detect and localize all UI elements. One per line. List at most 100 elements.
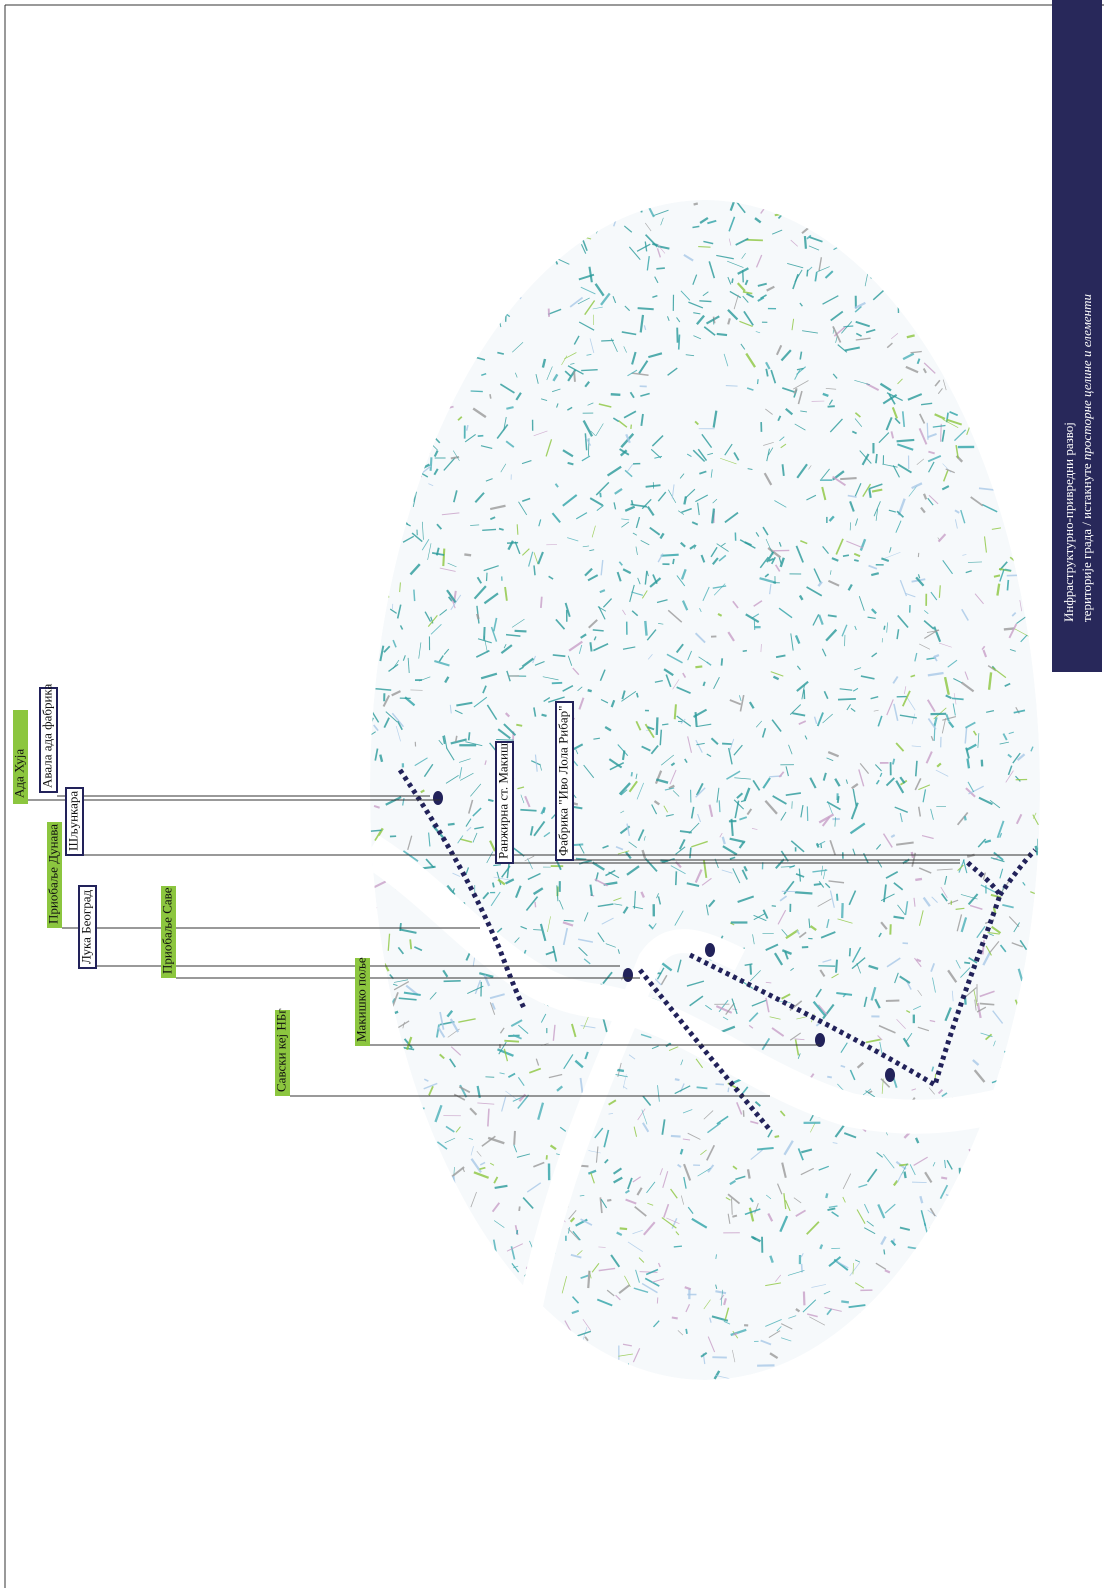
texture-stroke	[407, 378, 412, 390]
texture-stroke	[816, 266, 830, 273]
texture-stroke	[715, 1083, 724, 1086]
texture-stroke	[854, 1259, 860, 1263]
texture-stroke	[822, 713, 833, 724]
texture-stroke	[455, 1126, 461, 1133]
texture-stroke	[891, 758, 896, 765]
texture-stroke	[1018, 1095, 1022, 1102]
texture-stroke	[649, 526, 661, 536]
texture-stroke	[402, 429, 408, 443]
texture-stroke	[434, 659, 450, 667]
texture-stroke	[570, 1253, 582, 1259]
texture-stroke	[500, 463, 507, 473]
texture-stroke	[899, 579, 908, 597]
texture-stroke	[707, 1122, 722, 1134]
texture-stroke	[427, 614, 438, 627]
texture-stroke	[672, 679, 680, 690]
texture-stroke	[964, 1232, 977, 1248]
texture-stroke	[483, 204, 499, 209]
texture-stroke	[674, 1085, 691, 1095]
texture-stroke	[763, 472, 773, 486]
texture-stroke	[633, 1126, 638, 1137]
texture-stroke	[875, 453, 878, 464]
texture-stroke	[379, 754, 384, 763]
texture-stroke	[832, 325, 842, 343]
texture-stroke	[996, 583, 1001, 596]
texture-stroke	[771, 229, 783, 235]
texture-stroke	[373, 411, 380, 417]
texture-stroke	[939, 1371, 944, 1378]
texture-stroke	[682, 1138, 691, 1141]
texture-stroke	[606, 465, 622, 477]
texture-stroke	[818, 813, 835, 824]
texture-stroke	[969, 243, 979, 252]
texture-stroke	[680, 290, 691, 301]
texture-stroke	[632, 906, 644, 910]
texture-stroke	[971, 363, 975, 370]
texture-stroke	[651, 923, 657, 930]
texture-stroke	[1019, 1006, 1026, 1019]
texture-stroke	[852, 848, 856, 856]
texture-stroke	[911, 241, 918, 249]
texture-stroke	[1013, 227, 1022, 234]
texture-stroke	[433, 450, 439, 457]
texture-stroke	[955, 1327, 970, 1332]
texture-stroke	[577, 215, 584, 226]
texture-stroke	[927, 1357, 932, 1370]
texture-stroke	[947, 1215, 962, 1220]
texture-stroke	[849, 1069, 856, 1081]
texture-stroke	[575, 512, 588, 520]
texture-stroke	[599, 1197, 603, 1214]
texture-stroke	[379, 466, 385, 479]
texture-stroke	[868, 483, 883, 490]
texture-stroke	[694, 420, 699, 426]
texture-stroke	[913, 897, 916, 907]
texture-stroke	[379, 1190, 391, 1199]
texture-stroke	[604, 726, 612, 732]
texture-stroke	[828, 1205, 838, 1209]
texture-stroke	[800, 410, 808, 413]
texture-stroke	[712, 498, 718, 504]
texture-stroke	[922, 280, 929, 285]
texture-stroke	[885, 416, 893, 431]
texture-stroke	[672, 558, 675, 565]
texture-stroke	[822, 959, 832, 963]
texture-stroke	[447, 596, 453, 602]
texture-stroke	[556, 1085, 564, 1092]
texture-stroke	[660, 974, 668, 986]
texture-stroke	[942, 470, 949, 482]
texture-stroke	[764, 799, 778, 815]
texture-stroke	[894, 1317, 906, 1332]
texture-stroke	[408, 1147, 422, 1151]
texture-stroke	[914, 778, 922, 791]
texture-stroke	[496, 423, 509, 439]
texture-stroke	[800, 1253, 804, 1258]
texture-stroke	[752, 779, 761, 791]
texture-stroke	[539, 763, 542, 771]
texture-stroke	[571, 1309, 580, 1315]
texture-stroke	[1024, 1216, 1034, 1232]
texture-stroke	[806, 1313, 818, 1318]
texture-stroke	[402, 850, 419, 862]
texture-stroke	[503, 643, 507, 649]
texture-stroke	[716, 254, 734, 260]
texture-stroke	[496, 738, 514, 741]
texture-stroke	[668, 784, 675, 790]
texture-stroke	[426, 210, 432, 215]
texture-stroke	[476, 613, 480, 620]
texture-stroke	[401, 227, 405, 238]
texture-stroke	[474, 492, 485, 504]
texture-stroke	[884, 1203, 896, 1214]
texture-stroke	[570, 1023, 577, 1038]
texture-stroke	[648, 352, 663, 359]
texture-stroke	[859, 1312, 873, 1320]
texture-stroke	[403, 482, 414, 491]
texture-stroke	[635, 516, 641, 529]
texture-stroke	[514, 372, 518, 378]
texture-stroke	[424, 611, 432, 622]
texture-stroke	[974, 593, 984, 605]
texture-stroke	[793, 1197, 802, 1204]
texture-stroke	[504, 305, 508, 322]
texture-stroke	[964, 215, 976, 224]
texture-stroke	[733, 294, 739, 310]
